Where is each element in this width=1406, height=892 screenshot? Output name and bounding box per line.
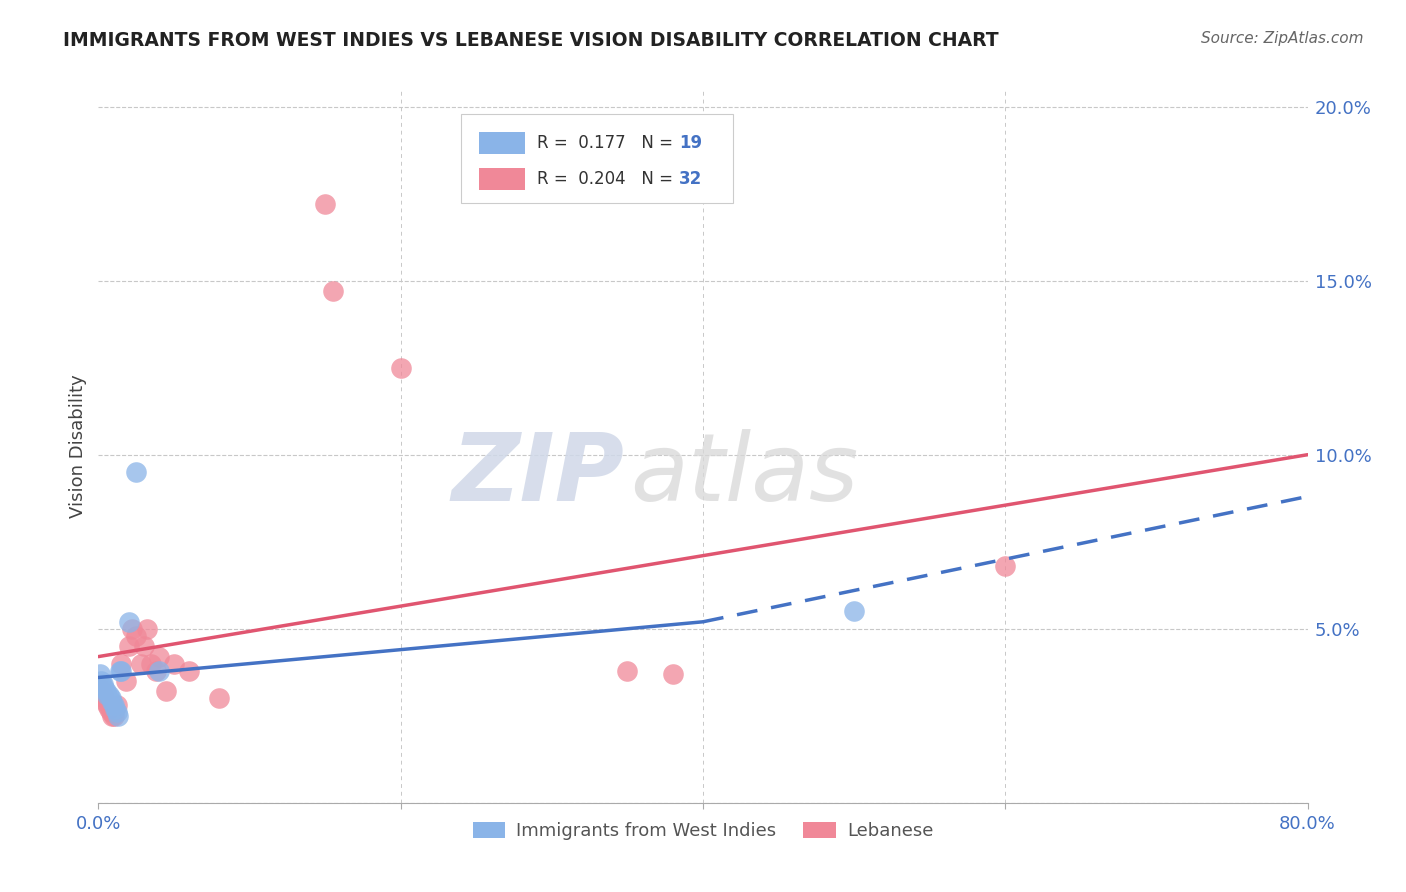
Point (148, 649, 170, 664)
Point (118, 639, 141, 653)
Point (145, 664, 167, 678)
Point (994, 559, 1017, 574)
Point (89, 681, 111, 695)
Point (141, 657, 163, 671)
Point (103, 698, 125, 713)
Point (105, 706, 128, 720)
Point (94, 684, 117, 698)
Legend: Immigrants from West Indies, Lebanese: Immigrants from West Indies, Lebanese (465, 814, 941, 847)
Point (98, 688, 121, 702)
Text: 32: 32 (679, 170, 702, 188)
Point (94, 695, 117, 709)
Point (132, 639, 155, 653)
Point (163, 657, 186, 671)
Point (110, 664, 132, 678)
Text: IMMIGRANTS FROM WEST INDIES VS LEBANESE VISION DISABILITY CORRELATION CHART: IMMIGRANTS FROM WEST INDIES VS LEBANESE … (63, 31, 998, 50)
Point (389, 360, 412, 375)
Point (100, 706, 122, 720)
Point (90, 673, 112, 688)
Point (148, 664, 170, 678)
Point (101, 695, 124, 709)
Point (100, 691, 122, 706)
Point (125, 465, 148, 479)
Point (93, 681, 115, 695)
Point (98, 702, 121, 716)
Point (103, 708, 125, 723)
FancyBboxPatch shape (479, 169, 526, 190)
Y-axis label: Vision Disability: Vision Disability (69, 374, 87, 518)
Point (135, 622, 157, 636)
FancyBboxPatch shape (479, 132, 526, 153)
Point (91, 688, 114, 702)
Text: R =  0.204   N =: R = 0.204 N = (537, 170, 679, 188)
Point (93, 691, 115, 706)
Point (118, 615, 141, 629)
Point (96, 688, 118, 702)
Point (661, 667, 683, 681)
Text: 19: 19 (679, 134, 702, 152)
Point (107, 708, 129, 723)
Point (125, 629, 148, 643)
Point (91, 677, 114, 691)
Point (108, 664, 131, 678)
Point (129, 657, 152, 671)
Point (96, 698, 118, 713)
Text: Source: ZipAtlas.com: Source: ZipAtlas.com (1201, 31, 1364, 46)
Point (110, 657, 132, 671)
Point (322, 284, 344, 298)
Point (104, 702, 127, 716)
Point (89, 667, 111, 681)
Point (101, 708, 124, 723)
Point (121, 622, 143, 636)
Point (155, 684, 177, 698)
Text: atlas: atlas (630, 429, 859, 520)
Text: ZIP: ZIP (451, 428, 624, 521)
Point (844, 604, 866, 618)
Point (114, 673, 136, 688)
Point (179, 664, 201, 678)
FancyBboxPatch shape (461, 114, 734, 203)
Point (616, 664, 638, 678)
Point (208, 691, 231, 706)
Point (105, 698, 128, 713)
Point (314, 197, 336, 211)
Text: R =  0.177   N =: R = 0.177 N = (537, 134, 679, 152)
Point (90, 684, 112, 698)
